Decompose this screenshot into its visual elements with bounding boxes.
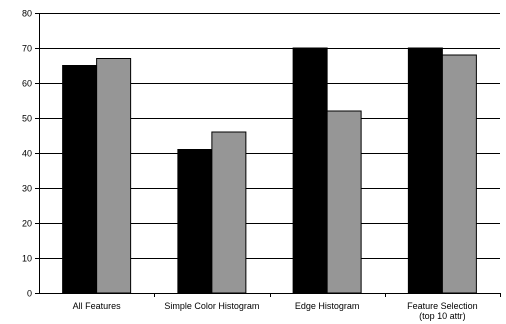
y-tick-label: 60 xyxy=(22,79,32,89)
x-category-label: Edge Histogram xyxy=(295,301,360,311)
bar-series-2 xyxy=(326,110,362,294)
bar-series-2 xyxy=(211,131,247,294)
y-tick-label: 70 xyxy=(22,44,32,54)
y-tick-label: 50 xyxy=(22,114,32,124)
x-category-label: Feature Selection xyxy=(407,301,478,311)
y-tick-label: 30 xyxy=(22,184,32,194)
x-category-label: (top 10 attr) xyxy=(419,311,466,321)
bars xyxy=(62,47,477,294)
bar-series-1 xyxy=(62,65,98,294)
bar-series-2 xyxy=(96,58,132,294)
axes xyxy=(35,13,501,297)
bar-series-1 xyxy=(292,47,328,294)
labels: 0 10 20 30 40 50 60 70 80 All Features Simple Colo… xyxy=(22,9,478,322)
y-tick-label: 20 xyxy=(22,219,32,229)
y-tick-label: 0 xyxy=(27,289,32,299)
y-tick-label: 80 xyxy=(22,9,32,19)
y-tick-label: 10 xyxy=(22,254,32,264)
bar-series-1 xyxy=(177,149,213,294)
y-tick-label: 40 xyxy=(22,149,32,159)
x-category-label: Simple Color Histogram xyxy=(164,301,259,311)
bar-series-2 xyxy=(441,54,477,294)
x-category-label: All Features xyxy=(73,301,122,311)
bar-series-1 xyxy=(407,47,443,294)
